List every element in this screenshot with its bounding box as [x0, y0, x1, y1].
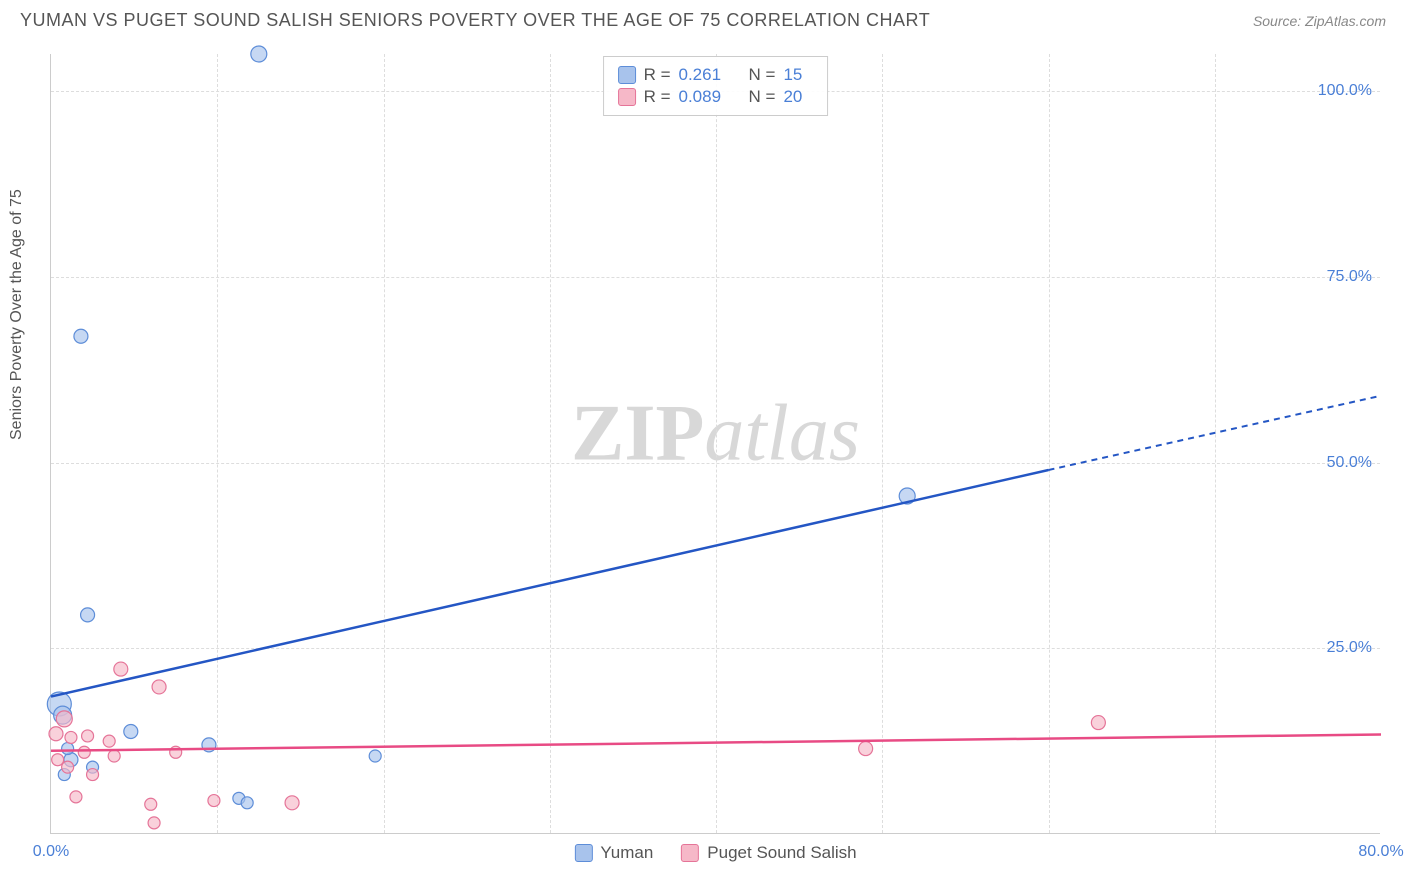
legend-swatch-icon [574, 844, 592, 862]
legend-label: Puget Sound Salish [707, 843, 856, 863]
legend-series: Yuman Puget Sound Salish [574, 843, 856, 863]
scatter-point [124, 724, 138, 738]
scatter-point [65, 731, 77, 743]
y-axis-label: Seniors Poverty Over the Age of 75 [8, 189, 26, 440]
y-tick-label: 75.0% [1327, 268, 1372, 286]
scatter-point [859, 742, 873, 756]
scatter-point [70, 791, 82, 803]
scatter-point [285, 796, 299, 810]
r-label: R = [644, 87, 671, 107]
scatter-point [49, 727, 63, 741]
scatter-point [369, 750, 381, 762]
scatter-point [62, 761, 74, 773]
legend-item-0: Yuman [574, 843, 653, 863]
scatter-point [152, 680, 166, 694]
n-label: N = [749, 65, 776, 85]
n-value: 20 [783, 87, 813, 107]
scatter-point [114, 662, 128, 676]
scatter-point [82, 730, 94, 742]
y-tick-label: 50.0% [1327, 454, 1372, 472]
header: YUMAN VS PUGET SOUND SALISH SENIORS POVE… [0, 0, 1406, 41]
scatter-point [251, 46, 267, 62]
scatter-point [108, 750, 120, 762]
scatter-point [1091, 716, 1105, 730]
scatter-point [241, 797, 253, 809]
r-value: 0.089 [679, 87, 741, 107]
x-tick-label: 80.0% [1358, 843, 1403, 861]
legend-swatch-icon [618, 88, 636, 106]
scatter-point [78, 746, 90, 758]
legend-stats-row-0: R = 0.261 N = 15 [618, 65, 814, 85]
legend-stats: R = 0.261 N = 15 R = 0.089 N = 20 [603, 56, 829, 116]
legend-stats-row-1: R = 0.089 N = 20 [618, 87, 814, 107]
trend-line [51, 734, 1381, 750]
legend-swatch-icon [681, 844, 699, 862]
scatter-point [87, 769, 99, 781]
x-tick-label: 0.0% [33, 843, 69, 861]
chart-title: YUMAN VS PUGET SOUND SALISH SENIORS POVE… [20, 10, 930, 31]
legend-swatch-icon [618, 66, 636, 84]
n-value: 15 [783, 65, 813, 85]
source-label: Source: ZipAtlas.com [1253, 13, 1386, 29]
scatter-point [56, 711, 72, 727]
scatter-point [208, 795, 220, 807]
scatter-point [81, 608, 95, 622]
scatter-point [145, 798, 157, 810]
y-tick-label: 100.0% [1318, 82, 1372, 100]
scatter-point [148, 817, 160, 829]
legend-item-1: Puget Sound Salish [681, 843, 856, 863]
scatter-point [103, 735, 115, 747]
legend-label: Yuman [600, 843, 653, 863]
r-label: R = [644, 65, 671, 85]
scatter-svg [51, 54, 1380, 833]
r-value: 0.261 [679, 65, 741, 85]
chart-plot-area: ZIPatlas R = 0.261 N = 15 R = 0.089 N = … [50, 54, 1380, 834]
trend-line [51, 470, 1049, 697]
y-tick-label: 25.0% [1327, 639, 1372, 657]
scatter-point [74, 329, 88, 343]
scatter-point [62, 743, 74, 755]
scatter-point [52, 754, 64, 766]
n-label: N = [749, 87, 776, 107]
